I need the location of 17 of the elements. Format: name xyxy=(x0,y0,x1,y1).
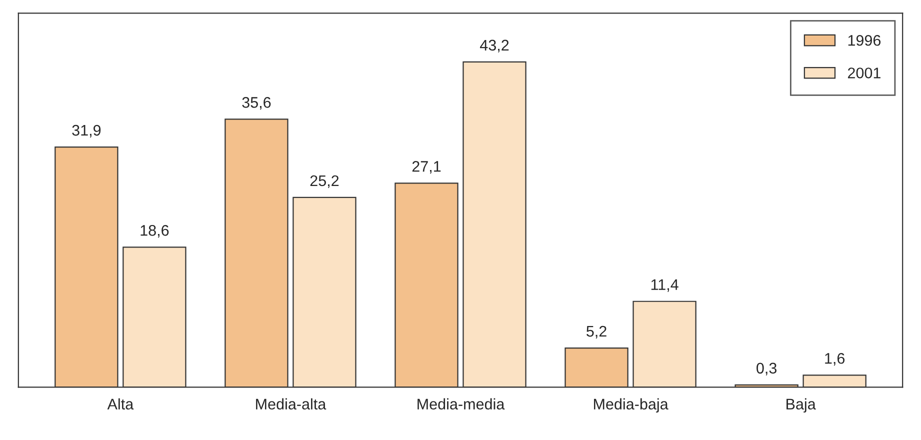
x-tick-label: Baja xyxy=(786,398,816,413)
x-tick-label: Media-alta xyxy=(256,398,326,410)
data-label: 25,2 xyxy=(310,175,339,188)
data-label: 31,9 xyxy=(72,124,101,138)
data-label: 0,3 xyxy=(756,362,777,376)
x-tick-label: Alta xyxy=(107,398,134,410)
legend-label: 1996 xyxy=(848,34,881,46)
legend-label: 2001 xyxy=(848,68,880,78)
data-label: 1,6 xyxy=(825,352,845,366)
data-label: 35,6 xyxy=(242,97,271,110)
x-tick-label: Media-media xyxy=(418,398,505,410)
data-label: 5,2 xyxy=(586,326,606,339)
data-label: 43,2 xyxy=(480,40,509,52)
data-label: 18,6 xyxy=(140,225,169,238)
data-label: 27,1 xyxy=(412,161,441,174)
data-label: 11,4 xyxy=(651,279,678,292)
x-tick-label: Media-baja xyxy=(594,398,668,413)
